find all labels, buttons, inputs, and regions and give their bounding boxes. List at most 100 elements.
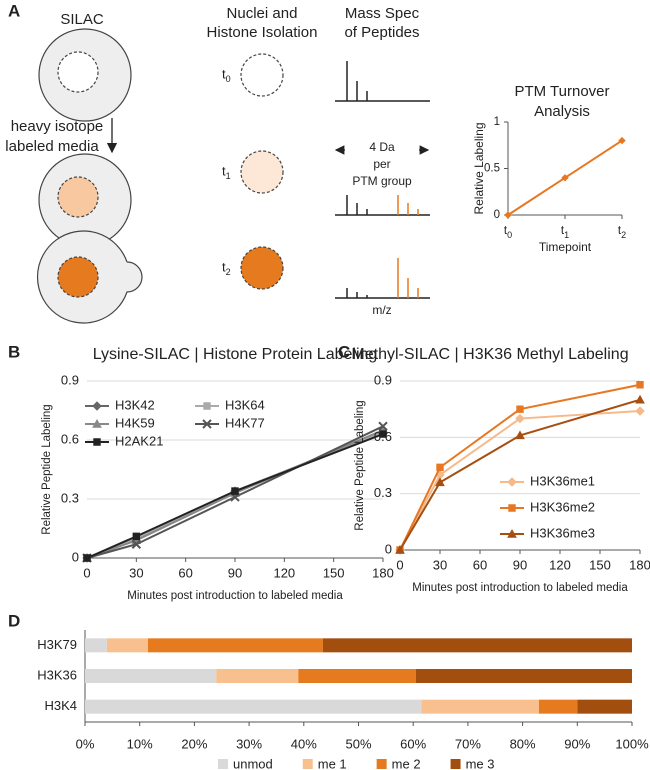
x-tick-label: 70% [455,736,481,751]
x-tick-label: 90 [228,565,242,580]
x-tick-label: 0 [396,557,403,572]
bar-segment [298,669,416,683]
y-axis-label: Relative Peptide Labeling [41,404,53,534]
diagram-label: Nuclei and [227,5,298,22]
y-tick-label: 0.5 [484,163,500,175]
bar-segment [85,669,217,683]
cells [36,28,284,324]
marker [378,421,388,431]
legend-label: unmod [233,756,273,770]
x-tick-label: 30% [236,736,262,751]
marker [395,544,405,554]
legend-label: me 3 [466,756,495,770]
chart-title: Analysis [534,103,590,120]
legend-label: me 1 [318,756,347,770]
marker [132,532,141,541]
x-tick-label: t0 [504,225,512,240]
timepoint-label: t0 [222,66,231,84]
y-tick-label: 0.3 [61,490,79,505]
x-tick-label: 90% [564,736,590,751]
legend-marker [202,419,212,429]
x-tick-label: 20% [181,736,207,751]
diagram-label: labeled media [5,138,99,155]
diagram-label: Mass Spec [345,5,420,22]
panel-label: A [8,1,20,20]
legend-label: H3K36me2 [530,499,595,514]
y-tick-label: H3K36 [37,667,77,682]
marker [231,487,239,495]
legend-swatch [376,759,387,769]
diagram-label: of Peptides [344,24,419,41]
x-tick-label: 180 [372,565,394,580]
legend-marker [92,401,102,411]
legend-label: H3K36me3 [530,525,595,540]
bar-segment [421,699,540,714]
bar-segment [577,699,632,714]
x-tick-label: 0 [83,565,90,580]
marker [561,174,569,182]
legend-label: H2AK21 [115,433,163,448]
panel-label: B [8,342,20,361]
marker [435,477,445,487]
marker [636,381,644,389]
diagram-label: PTM group [352,174,412,188]
y-tick-label: 0.6 [61,431,79,446]
marker [515,413,525,424]
timepoint-label: t2 [222,259,231,277]
x-tick-label: t1 [561,225,569,240]
legend-label: me 2 [392,756,421,770]
x-tick-label: 100% [615,736,649,751]
y-axis-label: Relative Peptide Labeling [354,400,366,530]
bar-segment [415,669,632,683]
y-tick-label: H3K4 [44,698,77,713]
diagram-label: m/z [372,303,391,317]
bar-segment [106,638,148,653]
x-tick-label: 10% [127,736,153,751]
diagram-label: 4 Da [369,140,395,154]
bar-segment [539,699,578,714]
legend-marker [92,418,102,428]
chart-title: PTM Turnover [514,83,609,100]
x-tick-label: 180 [629,557,650,572]
marker [618,136,626,145]
panel-label: D [8,611,20,630]
bar-segment [147,638,323,653]
series-line [399,410,641,551]
x-axis-label: Timepoint [539,240,592,254]
legend-marker [93,438,101,446]
y-axis-label: Relative Labeling [472,122,486,214]
legend-label: H3K42 [115,397,155,412]
y-tick-label: 0.6 [374,429,392,444]
x-tick-label: 60 [473,557,487,572]
marker [131,539,142,549]
legend-label: H3K36me1 [530,473,595,488]
x-tick-label: 30 [433,557,447,572]
diagram-label: per [373,157,390,171]
x-tick-label: 0% [76,736,95,751]
legend-marker [508,504,516,512]
timepoint-label: t1 [222,163,231,181]
y-tick-label: 0.3 [374,485,392,500]
x-tick-label: 150 [323,565,345,580]
x-tick-label: 120 [273,565,295,580]
x-axis-label: Minutes post introduction to labeled med… [412,582,628,594]
chart-title: Lysine-SILAC | Histone Protein Labeling [93,346,378,363]
bar-segment [85,638,107,653]
panel-label: C [338,342,350,361]
legend-label: H4K59 [115,415,155,430]
x-tick-label: t2 [618,225,626,240]
legend-label: H3K64 [225,397,265,412]
y-tick-label: 1 [494,116,500,128]
x-tick-label: 60 [178,565,192,580]
legend-label: H4K77 [225,415,265,430]
y-tick-label: 0.9 [374,372,392,387]
marker [635,406,645,416]
chart-title: Methyl-SILAC | H3K36 Methyl Labeling [351,346,628,363]
marker [516,405,524,413]
x-tick-label: 120 [549,557,571,572]
y-tick-label: 0 [72,549,79,564]
y-tick-label: 0 [494,209,500,221]
marker [515,430,525,440]
x-tick-label: 90 [513,557,527,572]
marker [379,430,387,438]
